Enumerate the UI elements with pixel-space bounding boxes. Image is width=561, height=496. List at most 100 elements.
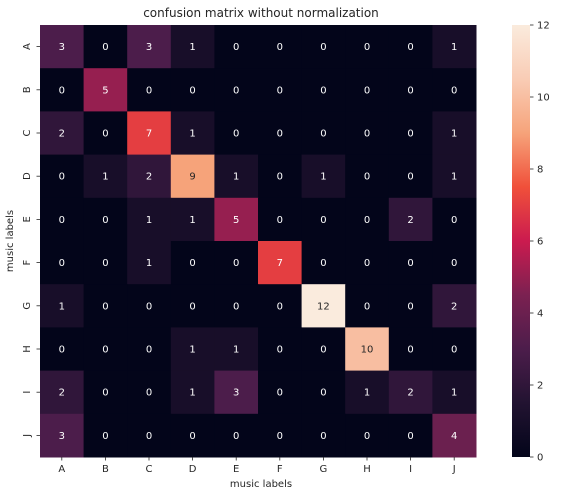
- heatmap-cell: [388, 111, 433, 156]
- cell-value-label: 1: [59, 301, 65, 312]
- heatmap-cell: [214, 327, 259, 372]
- heatmap-cell: [345, 68, 390, 112]
- heatmap-cell: [258, 111, 303, 156]
- cell-value-label: 0: [102, 258, 108, 269]
- cell-value-label: 1: [189, 42, 195, 53]
- heatmap-cell: [214, 154, 259, 199]
- cell-value-label: 5: [233, 215, 239, 226]
- cell-value-label: 0: [407, 431, 413, 442]
- heatmap-cell: [258, 413, 303, 458]
- cell-value-label: 0: [233, 301, 239, 312]
- heatmap-cell: [40, 197, 85, 242]
- heatmap-cell: [258, 68, 303, 112]
- x-tick-label: H: [363, 464, 371, 475]
- cell-value-label: 4: [451, 431, 457, 442]
- heatmap-cell: [127, 111, 172, 156]
- colorbar-tick-label: 4: [537, 309, 543, 320]
- cell-value-label: 0: [146, 301, 152, 312]
- cell-value-label: 1: [189, 388, 195, 399]
- heatmap-cell: [301, 284, 346, 328]
- cell-value-label: 0: [277, 129, 283, 140]
- cell-value-label: 5: [102, 85, 108, 96]
- heatmap-cell: [40, 413, 85, 458]
- cell-value-label: 0: [364, 42, 370, 53]
- cell-value-label: 2: [146, 172, 152, 183]
- heatmap-cell: [127, 370, 172, 415]
- heatmap-cell: [127, 413, 172, 458]
- cell-value-label: 0: [233, 42, 239, 53]
- cell-value-label: 0: [364, 215, 370, 226]
- heatmap-cell: [170, 68, 215, 112]
- heatmap-cell: [345, 241, 390, 285]
- cell-value-label: 0: [320, 85, 326, 96]
- heatmap-cell: [170, 197, 215, 242]
- cell-value-label: 0: [189, 301, 195, 312]
- heatmap-cell: [388, 68, 433, 112]
- heatmap-cell: [127, 241, 172, 285]
- colorbar-ticks: 0 2 4 6 8 10 12: [530, 21, 550, 464]
- heatmap-cell: [214, 197, 259, 242]
- cell-value-label: 1: [189, 345, 195, 356]
- x-axis-label: music labels: [230, 479, 292, 490]
- cell-value-label: 0: [233, 85, 239, 96]
- cell-value-label: 0: [277, 301, 283, 312]
- y-tick-label: G: [22, 302, 33, 310]
- cell-value-label: 12: [317, 301, 330, 312]
- heatmap-cell: [214, 241, 259, 285]
- heatmap-cell: [432, 413, 477, 458]
- heatmap-cell: [388, 197, 433, 242]
- cell-value-label: 0: [451, 258, 457, 269]
- heatmap-cell: [83, 241, 128, 285]
- y-tick-label: I: [22, 391, 33, 394]
- cell-value-label: 1: [451, 129, 457, 140]
- cell-value-label: 0: [320, 345, 326, 356]
- cell-value-label: 0: [277, 215, 283, 226]
- cell-value-label: 0: [102, 345, 108, 356]
- heatmap-cell: [388, 154, 433, 199]
- cell-value-label: 0: [320, 215, 326, 226]
- cell-value-label: 0: [102, 388, 108, 399]
- chart-title: confusion matrix without normalization: [143, 6, 379, 20]
- cell-value-label: 0: [233, 258, 239, 269]
- cell-value-label: 0: [146, 431, 152, 442]
- cell-value-label: 1: [451, 172, 457, 183]
- cell-value-label: 2: [407, 215, 413, 226]
- cell-value-label: 1: [233, 345, 239, 356]
- x-tick-label: B: [102, 464, 109, 475]
- cell-value-label: 0: [59, 215, 65, 226]
- y-tick-label: J: [22, 434, 33, 438]
- x-tick-label: E: [233, 464, 239, 475]
- heatmap-cell: [301, 111, 346, 156]
- heatmap-cell: [388, 25, 433, 69]
- heatmap-cell: [83, 25, 128, 69]
- cell-value-label: 0: [364, 129, 370, 140]
- heatmap-cell: [345, 284, 390, 328]
- heatmap-cell: [170, 111, 215, 156]
- heatmap-cell: [83, 111, 128, 156]
- heatmap-cell: [170, 25, 215, 69]
- heatmap-cell: [432, 327, 477, 372]
- heatmap-cell: [388, 413, 433, 458]
- cell-value-label: 0: [320, 42, 326, 53]
- heatmap-cell: [214, 284, 259, 328]
- cell-value-label: 2: [59, 388, 65, 399]
- heatmap-cell: [388, 241, 433, 285]
- heatmap-cell: [301, 25, 346, 69]
- heatmap-cell: [258, 154, 303, 199]
- heatmap-cell: [432, 370, 477, 415]
- heatmap-cells: [40, 25, 477, 458]
- x-tick-label: J: [452, 464, 456, 475]
- cell-value-label: 0: [59, 172, 65, 183]
- cell-value-label: 1: [189, 129, 195, 140]
- heatmap-cell: [258, 370, 303, 415]
- cell-value-label: 0: [277, 172, 283, 183]
- cell-value-label: 0: [451, 215, 457, 226]
- colorbar-tick-label: 12: [537, 21, 550, 32]
- heatmap-cell: [345, 413, 390, 458]
- cell-value-label: 0: [364, 301, 370, 312]
- cell-value-label: 0: [189, 85, 195, 96]
- cell-value-label: 0: [407, 129, 413, 140]
- x-tick-label: D: [189, 464, 197, 475]
- cell-value-label: 0: [407, 42, 413, 53]
- cell-value-label: 3: [59, 431, 65, 442]
